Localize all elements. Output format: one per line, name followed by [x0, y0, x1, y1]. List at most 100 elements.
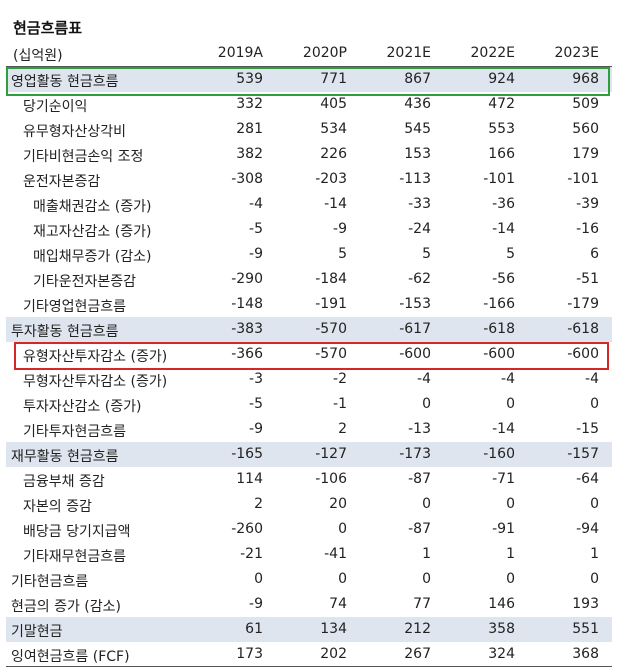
row-value-2022e: -166 — [483, 296, 515, 312]
table-row: 재무활동 현금흐름 -165 -127 -173 -160 -157 — [6, 442, 612, 467]
row-value-2021e: -87 — [408, 471, 431, 487]
row-value-2022e: -618 — [483, 321, 515, 337]
row-value-2019a: -5 — [249, 396, 263, 412]
table-row: 영업활동 현금흐름 539 771 867 924 968 — [6, 67, 612, 92]
row-value-2023e: -101 — [567, 171, 599, 187]
row-label: 기타영업현금흐름 — [23, 299, 127, 315]
row-value-2019a: -260 — [231, 521, 263, 537]
row-value-2023e: -51 — [576, 271, 599, 287]
row-value-2019a: -290 — [231, 271, 263, 287]
row-value-2021e: -62 — [408, 271, 431, 287]
row-value-2019a: -9 — [249, 246, 263, 262]
row-value-2019a: 61 — [245, 621, 263, 637]
column-header-2023e: 2023E — [554, 45, 599, 61]
row-value-2021e: 0 — [422, 496, 431, 512]
row-value-2020p: 134 — [320, 621, 347, 637]
row-value-2020p: 74 — [329, 596, 347, 612]
table-row: 기타재무현금흐름 -21 -41 1 1 1 — [6, 542, 612, 567]
table-row: 매입채무증가 (감소) -9 5 5 5 6 — [6, 242, 612, 267]
row-value-2023e: 968 — [572, 71, 599, 87]
row-value-2020p: 2 — [338, 421, 347, 437]
row-value-2019a: -308 — [231, 171, 263, 187]
row-value-2022e: -14 — [492, 221, 515, 237]
row-label: 당기순이익 — [23, 99, 88, 115]
row-value-2020p: 0 — [338, 571, 347, 587]
row-value-2019a: -5 — [249, 221, 263, 237]
row-label: 기타비현금손익 조정 — [23, 149, 144, 165]
row-label: 현금의 증가 (감소) — [11, 599, 121, 615]
row-value-2022e: 146 — [488, 596, 515, 612]
row-value-2022e: -4 — [501, 371, 515, 387]
row-value-2019a: 332 — [236, 96, 263, 112]
row-label: 매입채무증가 (감소) — [33, 249, 152, 265]
row-value-2021e: 153 — [404, 146, 431, 162]
row-value-2023e: -618 — [567, 321, 599, 337]
header-rule — [6, 66, 612, 67]
row-value-2021e: 545 — [404, 121, 431, 137]
row-value-2020p: -127 — [315, 446, 347, 462]
row-value-2023e: 6 — [590, 246, 599, 262]
row-value-2020p: -41 — [324, 546, 347, 562]
row-value-2019a: -366 — [231, 346, 263, 362]
row-value-2019a: -21 — [240, 546, 263, 562]
row-label: 운전자본증감 — [23, 174, 101, 190]
row-value-2023e: 179 — [572, 146, 599, 162]
row-value-2023e: 551 — [572, 621, 599, 637]
row-value-2021e: -153 — [399, 296, 431, 312]
row-value-2019a: 0 — [254, 571, 263, 587]
table-row: 금융부채 증감 114 -106 -87 -71 -64 — [6, 467, 612, 492]
row-value-2021e: 5 — [422, 246, 431, 262]
row-value-2019a: -4 — [249, 196, 263, 212]
table-row: 기타영업현금흐름 -148 -191 -153 -166 -179 — [6, 292, 612, 317]
row-value-2020p: 226 — [320, 146, 347, 162]
unit-label: (십억원) — [13, 48, 63, 64]
row-value-2021e: 77 — [413, 596, 431, 612]
row-value-2020p: -570 — [315, 321, 347, 337]
row-value-2022e: 0 — [506, 496, 515, 512]
row-value-2023e: -64 — [576, 471, 599, 487]
column-header-2022e: 2022E — [470, 45, 515, 61]
column-header-2020p: 2020P — [302, 45, 347, 61]
row-label: 무형자산투자감소 (증가) — [23, 374, 168, 390]
table-row: 기타현금흐름 0 0 0 0 0 — [6, 567, 612, 592]
row-value-2020p: -9 — [333, 221, 347, 237]
table-row: 유무형자산상각비 281 534 545 553 560 — [6, 117, 612, 142]
column-header-2019a: 2019A — [217, 45, 263, 61]
row-value-2022e: 5 — [506, 246, 515, 262]
row-value-2020p: -570 — [315, 346, 347, 362]
table-row: 투자자산감소 (증가) -5 -1 0 0 0 — [6, 392, 612, 417]
row-value-2020p: 0 — [338, 521, 347, 537]
table-row: 유형자산투자감소 (증가) -366 -570 -600 -600 -600 — [6, 342, 612, 367]
row-value-2019a: -9 — [249, 421, 263, 437]
row-value-2022e: 166 — [488, 146, 515, 162]
row-value-2020p: -203 — [315, 171, 347, 187]
row-value-2022e: -71 — [492, 471, 515, 487]
table-row: 기말현금 61 134 212 358 551 — [6, 617, 612, 642]
row-value-2022e: 358 — [488, 621, 515, 637]
row-label: 유형자산투자감소 (증가) — [23, 349, 168, 365]
row-value-2021e: 0 — [422, 396, 431, 412]
row-value-2019a: -148 — [231, 296, 263, 312]
table-row: 자본의 증감 2 20 0 0 0 — [6, 492, 612, 517]
table-row: 운전자본증감 -308 -203 -113 -101 -101 — [6, 167, 612, 192]
row-value-2023e: -39 — [576, 196, 599, 212]
table-row: 잉여현금흐름 (FCF) 173 202 267 324 368 — [6, 642, 612, 667]
row-value-2020p: -14 — [324, 196, 347, 212]
row-value-2023e: -179 — [567, 296, 599, 312]
row-value-2023e: -94 — [576, 521, 599, 537]
row-value-2021e: -13 — [408, 421, 431, 437]
row-value-2020p: -2 — [333, 371, 347, 387]
row-value-2020p: 534 — [320, 121, 347, 137]
highlight-box-tangible-asset-investment — [14, 342, 609, 370]
row-value-2023e: -16 — [576, 221, 599, 237]
row-label: 금융부채 증감 — [23, 474, 105, 490]
row-value-2021e: 267 — [404, 646, 431, 662]
row-value-2023e: 368 — [572, 646, 599, 662]
row-label: 자본의 증감 — [23, 499, 92, 515]
row-value-2021e: -617 — [399, 321, 431, 337]
row-value-2021e: 0 — [422, 571, 431, 587]
row-value-2022e: 1 — [506, 546, 515, 562]
row-value-2021e: -600 — [399, 346, 431, 362]
row-value-2019a: 114 — [236, 471, 263, 487]
row-value-2021e: -113 — [399, 171, 431, 187]
